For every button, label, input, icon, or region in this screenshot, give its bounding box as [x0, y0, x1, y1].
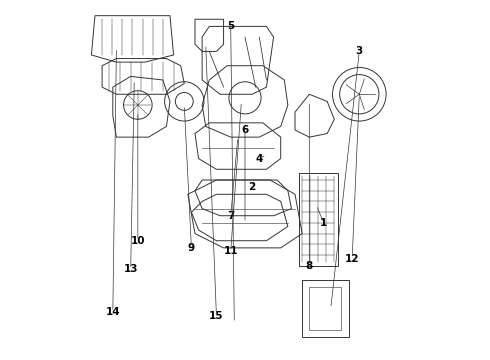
- Text: 4: 4: [256, 154, 263, 163]
- Text: 10: 10: [130, 236, 145, 246]
- Text: 13: 13: [123, 264, 138, 274]
- Text: 1: 1: [320, 218, 327, 228]
- Text: 7: 7: [227, 211, 234, 221]
- Text: 9: 9: [188, 243, 195, 253]
- Text: 11: 11: [223, 247, 238, 256]
- Text: 2: 2: [248, 182, 256, 192]
- Text: 6: 6: [242, 125, 248, 135]
- Text: 15: 15: [209, 311, 223, 321]
- Text: 14: 14: [105, 307, 120, 317]
- Text: 3: 3: [356, 46, 363, 57]
- Text: 8: 8: [306, 261, 313, 271]
- Text: 12: 12: [345, 253, 360, 264]
- Text: 5: 5: [227, 21, 234, 31]
